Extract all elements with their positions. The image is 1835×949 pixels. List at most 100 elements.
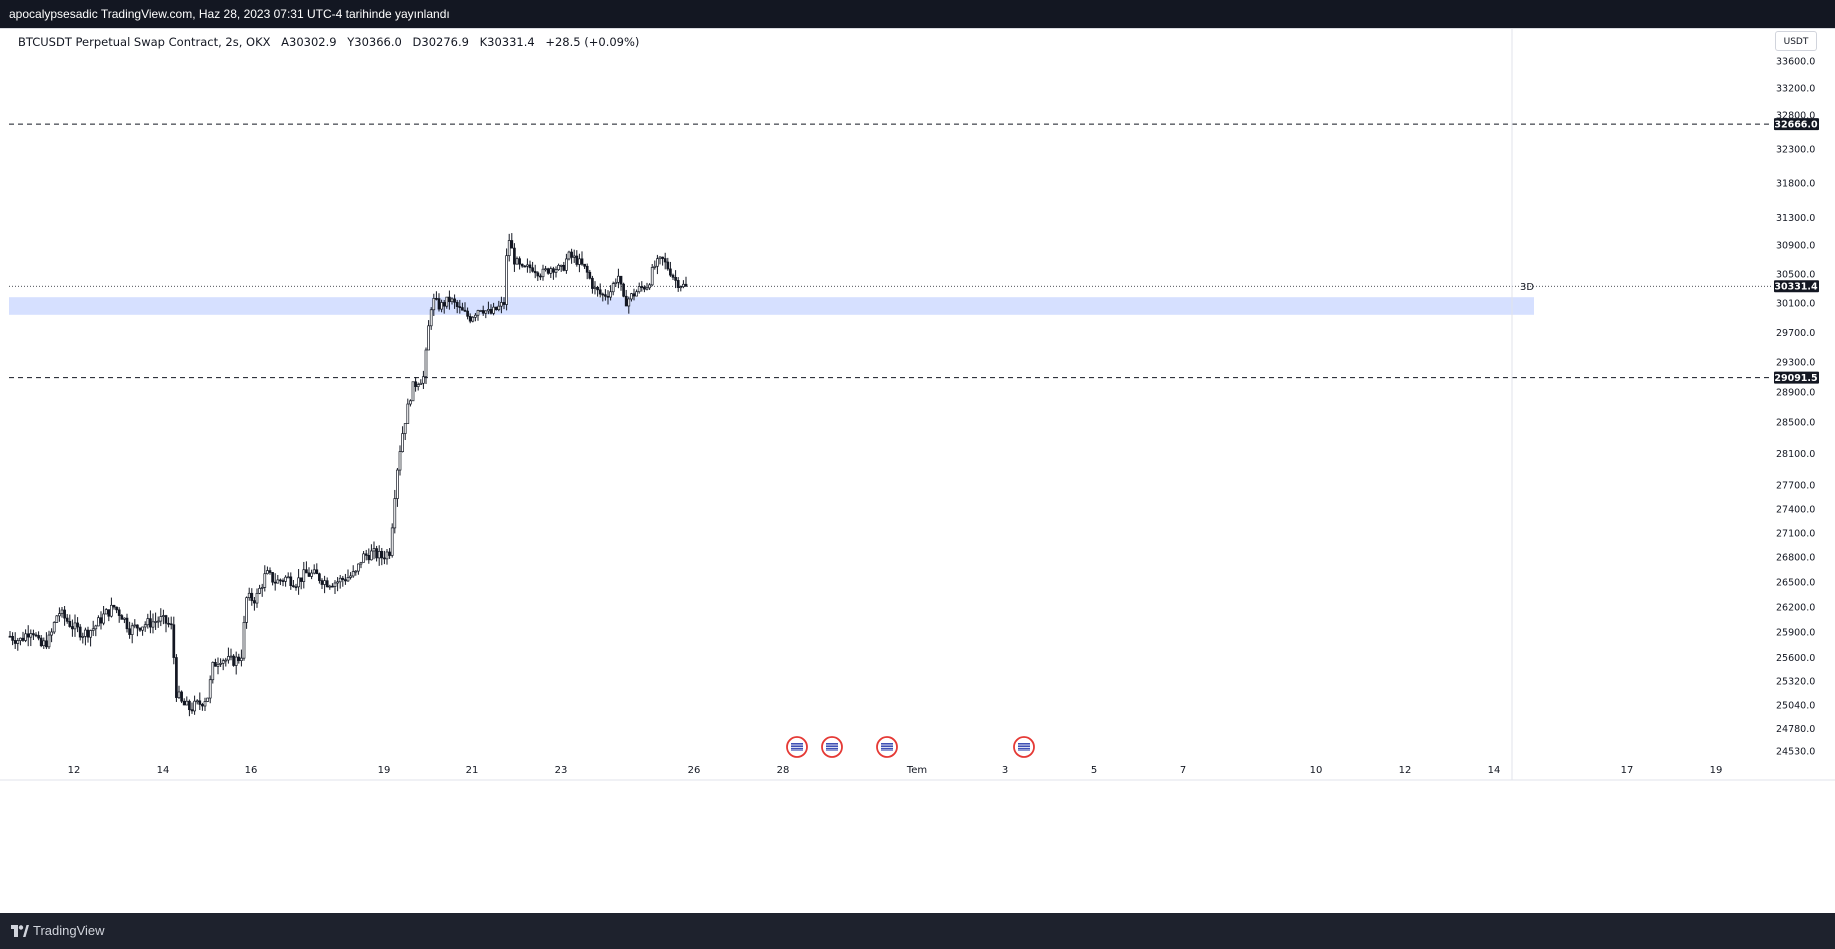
candle-body	[133, 624, 137, 627]
candle-body	[572, 255, 576, 258]
candle-body	[229, 655, 233, 658]
y-tick-label: 27400.0	[1776, 505, 1815, 516]
candle-body	[541, 268, 545, 278]
candle-body	[669, 268, 672, 276]
candle-body	[666, 261, 670, 270]
candle-body	[39, 637, 43, 647]
candle-body	[643, 286, 646, 290]
candle-body	[528, 264, 532, 269]
candle-body	[284, 576, 287, 582]
candle-body	[591, 277, 594, 289]
y-tick-label: 24530.0	[1776, 747, 1815, 758]
candle-body	[19, 637, 22, 641]
candle-body	[554, 269, 558, 273]
candle-body	[11, 636, 14, 641]
candle-body	[68, 620, 72, 627]
candle-body	[237, 656, 241, 661]
candle-body	[260, 586, 264, 589]
candle-body	[609, 291, 612, 298]
candle-body	[403, 423, 407, 434]
candle-body	[653, 265, 657, 268]
candle-body	[674, 276, 677, 281]
candle-body	[177, 691, 181, 698]
candle-body	[606, 295, 610, 298]
candle-body	[138, 627, 142, 631]
candle-body	[206, 697, 209, 702]
candle-body	[201, 704, 204, 707]
support-zone[interactable]	[9, 297, 1534, 315]
candle-body	[299, 577, 303, 582]
candle-body	[398, 451, 402, 471]
candle-body	[185, 700, 189, 706]
x-tick-label: 17	[1621, 765, 1634, 776]
candle-body	[136, 624, 139, 629]
candle-body	[676, 280, 680, 288]
flag-icon	[1018, 743, 1030, 751]
x-tick-label: 14	[1488, 765, 1501, 776]
currency-button[interactable]: USDT	[1775, 31, 1817, 51]
level-1-label: 32666.0	[1774, 120, 1818, 131]
candle-body	[24, 633, 27, 641]
candle-body	[401, 433, 404, 452]
candle-body	[130, 625, 134, 635]
candle-body	[432, 298, 436, 311]
candle-body	[390, 527, 394, 556]
candle-body	[60, 609, 64, 614]
x-tick-label: Tem	[906, 765, 927, 776]
candle-body	[120, 615, 124, 620]
candle-body	[632, 293, 636, 297]
candle-body	[619, 275, 623, 285]
candle-body	[221, 660, 225, 664]
candle-body	[544, 268, 547, 271]
candle-body	[154, 621, 157, 623]
candle-body	[315, 569, 319, 575]
y-tick-label: 33600.0	[1776, 57, 1815, 68]
candle-body	[104, 609, 108, 615]
candle-body	[411, 381, 415, 402]
candle-body	[422, 376, 425, 384]
candle-body	[351, 571, 355, 577]
x-tick-label: 12	[68, 765, 81, 776]
candle-body	[214, 662, 217, 667]
y-tick-label: 28900.0	[1776, 388, 1815, 399]
candle-body	[468, 315, 472, 322]
candlestick-chart[interactable]: 3D 33600.033200.032800.032300.031800.031…	[0, 28, 1835, 913]
candle-body	[549, 268, 553, 274]
tradingview-logo-icon[interactable]	[11, 925, 29, 937]
y-tick-label: 25600.0	[1776, 653, 1815, 664]
candle-body	[76, 622, 79, 628]
candle-body	[567, 251, 571, 260]
candle-body	[575, 255, 579, 265]
candle-body	[65, 617, 69, 622]
candle-body	[645, 287, 649, 290]
candle-body	[627, 298, 631, 307]
candle-body	[302, 569, 306, 582]
candle-body	[388, 551, 391, 556]
legend-symbol[interactable]: BTCUSDT Perpetual Swap Contract, 2s, OKX	[18, 35, 271, 49]
candle-body	[234, 656, 238, 666]
candle-body	[635, 291, 638, 297]
x-tick-label: 23	[555, 765, 568, 776]
candle-body	[601, 293, 605, 296]
candle-body	[247, 592, 251, 599]
y-tick-label: 24780.0	[1776, 724, 1815, 735]
candle-body	[385, 551, 389, 560]
candle-body	[637, 286, 641, 293]
candle-body	[47, 634, 51, 648]
y-tick-label: 27700.0	[1776, 481, 1815, 492]
x-tick-label: 16	[245, 765, 258, 776]
publisher-text: apocalypsesadic TradingView.com, Haz 28,…	[9, 7, 450, 21]
candle-body	[310, 572, 313, 577]
candle-body	[162, 615, 165, 617]
footer-brand[interactable]: TradingView	[33, 923, 105, 938]
candle-body	[331, 585, 334, 588]
candle-body	[115, 606, 118, 611]
chart-panel[interactable]: 3D 33600.0 33200.0 32800.0 32300.0 31800.0 31…	[0, 28, 1835, 913]
candle-body	[546, 268, 550, 274]
publisher-bar: apocalypsesadic TradingView.com, Haz 28,…	[0, 0, 1835, 28]
candle-body	[596, 286, 599, 291]
candle-body	[107, 609, 111, 617]
x-tick-label: 14	[157, 765, 170, 776]
candle-body	[328, 585, 332, 588]
x-tick-label: 21	[466, 765, 479, 776]
